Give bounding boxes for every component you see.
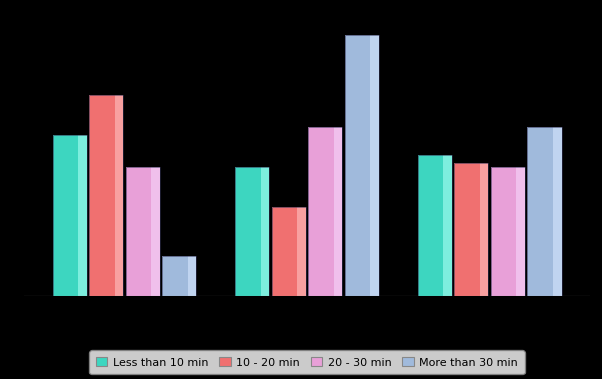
Bar (527, 127, 562, 296)
Bar (78, 135, 87, 296)
Bar (188, 255, 196, 296)
Bar (418, 155, 452, 296)
Bar (115, 95, 123, 296)
Bar (491, 168, 525, 296)
Bar (444, 155, 452, 296)
Bar (162, 255, 196, 296)
Bar (235, 168, 270, 296)
Bar (491, 168, 525, 296)
Bar (126, 168, 160, 296)
Bar (162, 255, 196, 296)
Bar (89, 95, 123, 296)
Bar (235, 168, 270, 296)
Bar (454, 163, 488, 296)
Bar (553, 127, 562, 296)
Bar (370, 35, 379, 296)
Bar (126, 168, 160, 296)
Bar (527, 127, 562, 296)
Bar (480, 163, 488, 296)
Bar (334, 127, 343, 296)
Bar (261, 168, 270, 296)
Legend: Less than 10 min, 10 - 20 min, 20 - 30 min, More than 30 min: Less than 10 min, 10 - 20 min, 20 - 30 m… (90, 351, 524, 374)
Bar (308, 127, 343, 296)
Bar (272, 207, 306, 296)
Bar (454, 163, 488, 296)
Bar (308, 127, 343, 296)
Bar (272, 207, 306, 296)
Bar (297, 207, 306, 296)
Bar (344, 35, 379, 296)
Bar (151, 168, 160, 296)
Bar (89, 95, 123, 296)
Bar (344, 35, 379, 296)
Bar (52, 135, 87, 296)
Bar (418, 155, 452, 296)
Bar (52, 135, 87, 296)
Bar (517, 168, 525, 296)
